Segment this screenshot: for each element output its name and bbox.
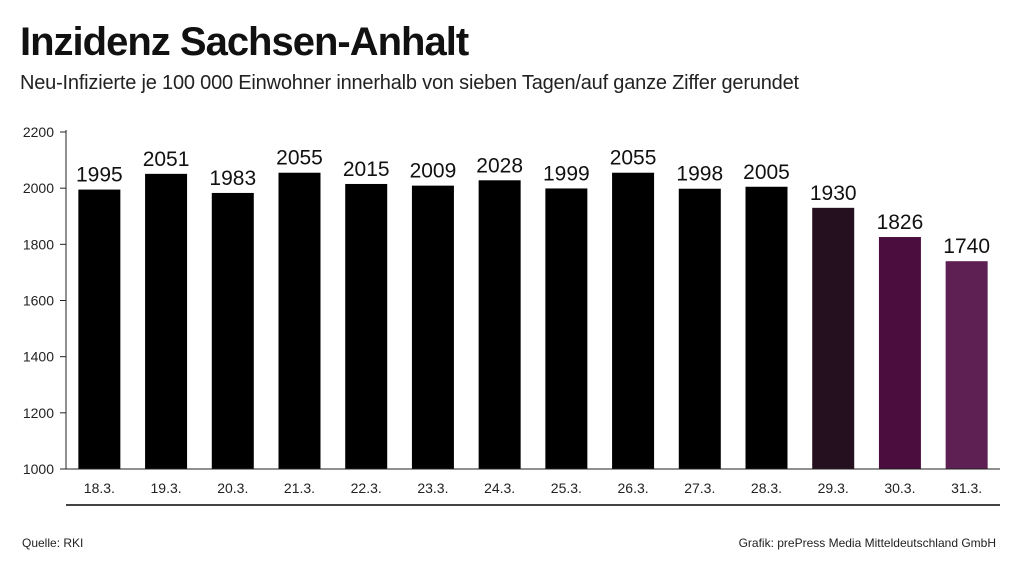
y-tick-label: 1200: [23, 405, 54, 421]
credit-note: Grafik: prePress Media Mitteldeutschland…: [738, 536, 996, 550]
bar-value-label: 1740: [943, 235, 990, 258]
x-axis: 18.3. 19.3. 20.3. 21.3. 22.3. 23.3. 24.3. 25.3.…: [66, 468, 1000, 506]
x-tick-label: 22.3.: [351, 480, 382, 496]
x-tick-label: 21.3.: [284, 480, 315, 496]
chart-subtitle: Neu-Infizierte je 100 000 Einwohner inne…: [20, 72, 799, 94]
bar-value-label: 1998: [676, 163, 723, 186]
y-tick-label: 1000: [23, 461, 54, 477]
bar: [78, 189, 121, 469]
bar-value-label: 2015: [343, 158, 390, 181]
x-tick-label: 24.3.: [484, 480, 515, 496]
bar-value-label: 1930: [810, 182, 857, 205]
bar: [878, 237, 921, 469]
bar-value-label: 1999: [543, 162, 590, 185]
bar: [278, 172, 321, 470]
chart-title: Inzidenz Sachsen-Anhalt: [20, 20, 469, 64]
y-tick-label: 2000: [23, 180, 54, 196]
x-tick-label: 20.3.: [217, 480, 248, 496]
bar: [345, 183, 388, 469]
x-tick-label: 29.3.: [818, 480, 849, 496]
x-tick-label: 25.3.: [551, 480, 582, 496]
bar-value-label: 2055: [610, 147, 657, 170]
y-tick-label: 1600: [23, 293, 54, 309]
bar-value-label: 2051: [143, 148, 190, 171]
y-tick-label: 1400: [23, 349, 54, 365]
x-tick-label: 19.3.: [151, 480, 182, 496]
bar-value-label: 2009: [410, 160, 457, 183]
bar: [545, 188, 588, 469]
x-tick-label: 31.3.: [951, 480, 982, 496]
y-tick-label: 2200: [23, 124, 54, 140]
bar-value-label: 1826: [877, 211, 924, 234]
x-tick-label: 18.3.: [84, 480, 115, 496]
bar-value-label: 1983: [209, 167, 256, 190]
x-tick-label: 30.3.: [884, 480, 915, 496]
bar: [745, 186, 788, 469]
bar: [211, 192, 254, 469]
x-tick-label: 27.3.: [684, 480, 715, 496]
bar: [812, 207, 855, 469]
bar: [145, 173, 188, 469]
bar-value-label: 1995: [76, 164, 123, 187]
x-tick-label: 23.3.: [417, 480, 448, 496]
y-axis: 1000 1200 1400 1600 1800 2000 2200: [23, 124, 67, 477]
bar: [478, 180, 521, 469]
bar-value-label: 2055: [276, 147, 323, 170]
bar-value-label: 2005: [743, 161, 790, 184]
source-note: Quelle: RKI: [22, 536, 84, 550]
y-tick-label: 1800: [23, 236, 54, 252]
bars: 1995 2051 1983 2055 2015 2009 2028 1999 2055 1998…: [76, 147, 990, 470]
bar: [411, 185, 454, 469]
bar: [612, 172, 655, 470]
bar-value-label: 2028: [476, 154, 523, 177]
x-tick-label: 28.3.: [751, 480, 782, 496]
x-tick-label: 26.3.: [618, 480, 649, 496]
bar: [945, 261, 988, 469]
bar: [678, 188, 721, 469]
